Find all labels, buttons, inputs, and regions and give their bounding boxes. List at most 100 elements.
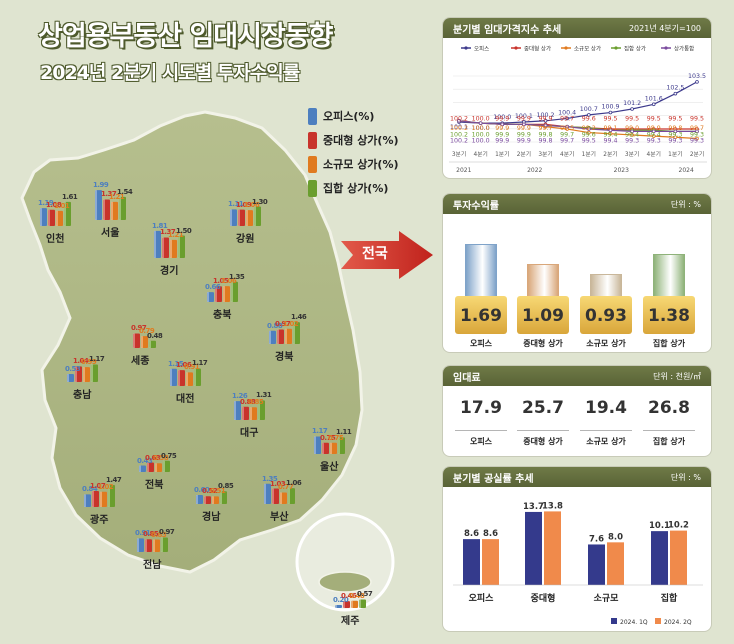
bar-highlight (163, 460, 165, 472)
series-point (543, 123, 548, 128)
region-value: 0.97 (131, 324, 147, 333)
vacancy-bar (525, 511, 542, 585)
point-label: 99.7 (560, 137, 574, 144)
region-bars (196, 491, 227, 504)
region-value: 1.37 (101, 190, 117, 199)
rent-value: 19.4 (585, 398, 627, 418)
rent-category: 집합 상가 (652, 437, 686, 446)
panel-header: 임대료 단위 : 천원/㎡ (443, 366, 711, 386)
point-label: 99.9 (517, 137, 531, 144)
region-bar (343, 601, 350, 608)
bar-highlight (269, 330, 271, 344)
region-bars (269, 322, 300, 344)
region-value: 0.75 (320, 433, 336, 442)
rent-category: 오피스 (469, 437, 493, 446)
point-label: 99.3 (690, 137, 704, 144)
series-point (587, 130, 591, 135)
bar-highlight (64, 201, 66, 226)
series-point (695, 80, 699, 84)
series-point (457, 118, 461, 123)
region-value: 0.91 (135, 529, 151, 538)
bar-highlight (95, 190, 97, 220)
region-bar (207, 292, 214, 302)
region-value: 1.61 (62, 192, 78, 201)
region-bar (92, 490, 99, 507)
region-value: 1.54 (117, 187, 133, 196)
region-bar (178, 370, 185, 386)
region-value: 1.19 (38, 199, 54, 208)
bar-highlight (215, 286, 217, 302)
bar-highlight (56, 210, 58, 226)
region-value: 1.37 (160, 228, 176, 237)
bar-highlight (139, 465, 141, 472)
bar-highlight (258, 400, 260, 420)
bar-highlight (145, 539, 147, 552)
x-tick-label: 2분기 (517, 150, 531, 158)
point-label: 99.8 (539, 131, 553, 138)
region-value: 0.51 (210, 487, 226, 496)
value-pedestal (455, 296, 507, 334)
returns-panel: 투자수익률 단위 : % 1.69 오피스 1.09 중대형 상가 0.93 소규모 상가… (442, 193, 712, 353)
point-label: 99.3 (668, 137, 682, 144)
rent-value: 26.8 (648, 398, 690, 418)
series-point (522, 122, 526, 127)
bar-highlight (83, 367, 85, 382)
point-label: 98.9 (647, 125, 661, 132)
bar-highlight (153, 539, 155, 552)
bar-highlight (242, 406, 244, 420)
point-label: 99.5 (647, 115, 661, 122)
region-bar (108, 484, 115, 507)
panel-header: 분기별 공실률 추세 단위 : % (443, 467, 711, 487)
bar-highlight (335, 605, 337, 608)
series-point (630, 129, 634, 134)
rent-category: 소규모 상가 (586, 437, 626, 446)
point-label: 100.1 (515, 113, 533, 120)
point-label: 102.5 (666, 85, 684, 92)
region-bar (163, 460, 170, 472)
region-bars (139, 460, 170, 472)
region-value: 0.85 (218, 482, 234, 491)
legend-text: 소규모 상가 (574, 45, 601, 53)
legend-marker (664, 46, 668, 50)
region-value: 1.17 (89, 355, 105, 364)
point-label: 99.3 (668, 131, 682, 138)
bar-highlight (119, 196, 121, 220)
point-label: 99.6 (582, 131, 596, 138)
return-value: 1.69 (460, 306, 502, 326)
region-bar (238, 209, 245, 226)
region-bars (234, 400, 265, 420)
point-label: 100.7 (580, 106, 598, 113)
region-chart: 1.26 0.88 0.85 1.31 대구 (232, 380, 274, 439)
point-label: 100.9 (601, 104, 619, 111)
series-point (608, 110, 613, 115)
region-value: 0.75 (161, 451, 177, 460)
series-point (500, 122, 505, 127)
series-point (587, 127, 591, 131)
legend-text: 집합 상가 (624, 45, 646, 53)
region-bar (119, 196, 126, 220)
region-value: 0.99 (81, 358, 97, 367)
region-bar (280, 492, 287, 504)
region-bars (67, 364, 98, 382)
series-line (458, 81, 698, 124)
bar-highlight (103, 199, 105, 220)
point-label: 99.5 (560, 125, 574, 132)
vacancy-bar (670, 530, 687, 585)
bar-highlight (196, 495, 198, 504)
bar-highlight (40, 208, 42, 226)
bar-highlight (230, 209, 232, 226)
rent-divider (580, 430, 632, 431)
series-line (458, 120, 697, 132)
legend-swatch-mid (308, 131, 317, 149)
legend-label: 중대형 상가(%) (323, 134, 399, 147)
rent-value: 17.9 (460, 398, 502, 418)
region-name: 전남 (143, 560, 162, 571)
point-label: 99.6 (582, 115, 596, 122)
bar-highlight (147, 462, 149, 472)
region-bar (145, 539, 152, 552)
region-name: 대구 (240, 428, 259, 439)
point-label: 99.9 (495, 125, 509, 132)
building-icon (465, 244, 497, 302)
series-point (630, 133, 634, 137)
region-bar (84, 494, 91, 507)
